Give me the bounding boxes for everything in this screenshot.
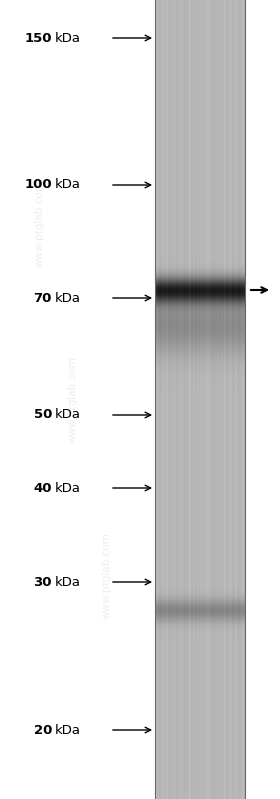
- Text: 50: 50: [34, 408, 52, 422]
- Text: kDa: kDa: [55, 292, 81, 304]
- Text: kDa: kDa: [55, 408, 81, 422]
- Text: 100: 100: [24, 178, 52, 192]
- Text: kDa: kDa: [55, 724, 81, 737]
- Text: kDa: kDa: [55, 178, 81, 192]
- Text: www.ptglab.com: www.ptglab.com: [101, 532, 111, 618]
- Text: kDa: kDa: [55, 575, 81, 589]
- Text: 20: 20: [34, 724, 52, 737]
- Text: kDa: kDa: [55, 482, 81, 495]
- Text: 30: 30: [34, 575, 52, 589]
- Text: www.ptglab.com: www.ptglab.com: [68, 356, 78, 443]
- Text: kDa: kDa: [55, 31, 81, 45]
- Text: 150: 150: [25, 31, 52, 45]
- Text: 70: 70: [34, 292, 52, 304]
- Text: www.ptglab.com: www.ptglab.com: [34, 181, 44, 267]
- Text: 40: 40: [34, 482, 52, 495]
